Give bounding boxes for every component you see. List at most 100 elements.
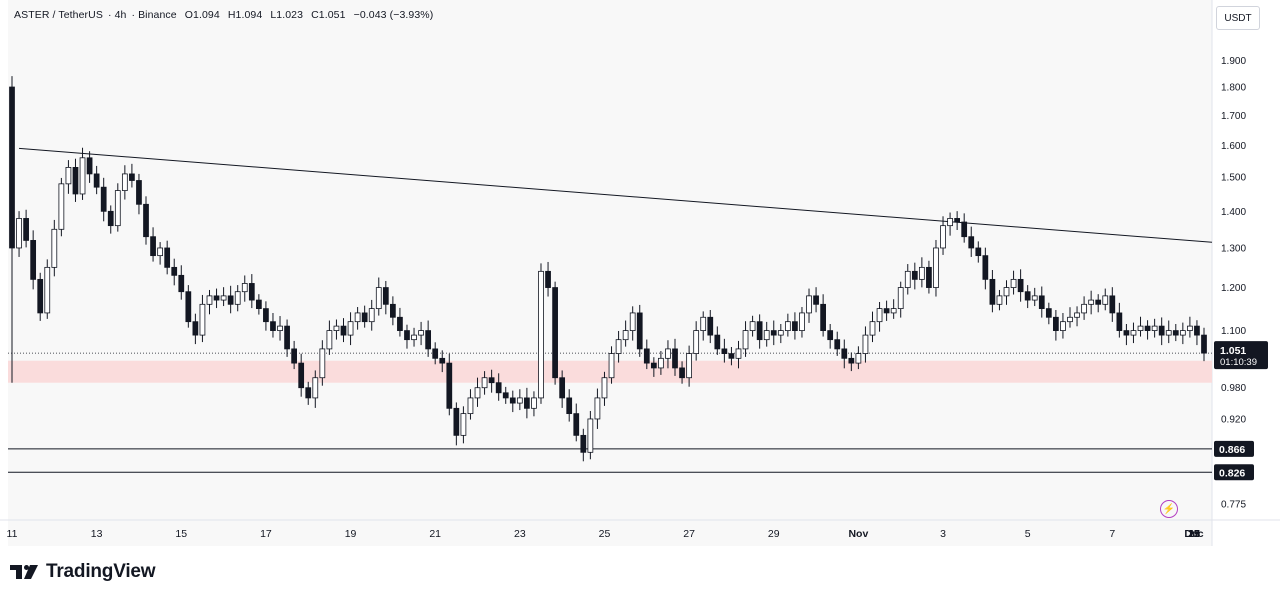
candle	[799, 312, 805, 331]
candle	[679, 367, 685, 379]
price-tick-label: 1.100	[1221, 326, 1246, 337]
time-tick-label: 17	[260, 528, 272, 540]
candle	[30, 240, 37, 280]
candle	[686, 353, 692, 379]
candle	[1116, 312, 1123, 331]
candle	[114, 190, 121, 227]
candle	[453, 407, 460, 436]
ohlc-close: C1.051	[311, 9, 346, 21]
candle	[86, 157, 93, 175]
candle	[1130, 330, 1137, 336]
candle	[954, 218, 961, 223]
candle	[37, 278, 44, 314]
candle	[940, 225, 946, 249]
candle	[319, 348, 326, 379]
candle	[178, 274, 185, 293]
tradingview-logo-icon	[10, 565, 38, 579]
candle	[841, 348, 848, 359]
candle	[770, 330, 777, 336]
time-tick-label: 15	[175, 528, 187, 540]
candle	[580, 434, 587, 453]
candle	[1038, 295, 1045, 310]
candle	[911, 270, 918, 280]
countdown-label: 01:10:39	[1220, 357, 1257, 368]
candle	[488, 377, 495, 384]
candle	[622, 330, 629, 341]
plot-background	[8, 0, 1212, 546]
time-tick-label: 19	[1188, 528, 1200, 540]
candle	[439, 357, 446, 364]
candle	[961, 221, 968, 238]
ohlc-change: −0.043 (−3.93%)	[353, 9, 434, 21]
trendline[interactable]	[19, 147, 1213, 243]
candle	[509, 397, 516, 404]
exchange: Binance	[138, 9, 177, 21]
time-tick-label: Dec	[1184, 528, 1203, 540]
level-price-tag	[1214, 464, 1254, 481]
lightning-icon[interactable]: ⚡	[1160, 500, 1178, 518]
brand-name: TradingView	[46, 561, 156, 582]
candle	[933, 247, 939, 288]
price-tick-label: 1.400	[1221, 207, 1246, 218]
price-tick-label: 1.700	[1221, 111, 1246, 122]
candle	[1151, 325, 1158, 331]
candle	[347, 321, 354, 336]
candle	[467, 397, 474, 415]
price-tick-label: 1.900	[1221, 56, 1246, 67]
time-tick-label: 15	[1188, 528, 1200, 540]
price-tick-label: 0.980	[1221, 383, 1246, 394]
candle	[869, 321, 876, 336]
candle	[199, 303, 206, 336]
time-tick-label: 27	[683, 528, 695, 540]
candle	[305, 387, 312, 399]
candle	[975, 247, 982, 257]
candle	[820, 303, 826, 331]
candle	[474, 387, 481, 399]
candle	[1158, 325, 1165, 336]
candle	[721, 348, 728, 354]
candle	[354, 312, 361, 323]
candle	[9, 86, 15, 249]
candle	[16, 218, 22, 249]
candle	[425, 330, 432, 350]
candle	[1053, 316, 1059, 331]
candle	[777, 330, 784, 336]
candle	[700, 316, 707, 331]
candle	[107, 210, 114, 227]
level-price-label: 0.826	[1219, 467, 1245, 479]
candle	[897, 287, 904, 310]
candle	[1003, 287, 1010, 297]
candle	[23, 218, 29, 241]
candle	[1144, 325, 1151, 331]
candle	[636, 312, 643, 350]
candle	[481, 377, 488, 389]
candle	[93, 173, 100, 188]
currency-unit-button[interactable]: USDT	[1216, 6, 1260, 30]
candle	[185, 291, 192, 323]
price-chart[interactable]: 1.900 1.800 1.700 1.600 1.500 1.400 1.300 1.200…	[0, 0, 1280, 546]
candle	[390, 303, 396, 318]
candle	[100, 186, 107, 212]
candle	[848, 357, 855, 364]
candle	[241, 283, 248, 293]
candle	[658, 357, 664, 369]
candle	[1081, 303, 1087, 314]
candle	[340, 325, 347, 336]
chart-area[interactable]: 1.900 1.800 1.700 1.600 1.500 1.400 1.300 1.200…	[0, 0, 1280, 546]
candle	[1123, 330, 1130, 336]
candle	[502, 392, 509, 399]
candle	[72, 167, 79, 195]
candle	[742, 330, 749, 350]
candle	[418, 330, 424, 336]
candle	[1165, 330, 1172, 336]
symbol-name[interactable]: ASTER / TetherUS	[14, 9, 103, 21]
candle	[601, 377, 608, 399]
time-tick-label: 17	[1188, 528, 1200, 540]
interval[interactable]: 4h	[114, 9, 127, 21]
time-tick-label: 29	[768, 528, 780, 540]
time-tick-label: 27	[1188, 528, 1200, 540]
candle	[129, 173, 135, 181]
candle	[192, 321, 199, 336]
time-tick-label: 23	[514, 528, 526, 540]
candle	[806, 295, 812, 314]
